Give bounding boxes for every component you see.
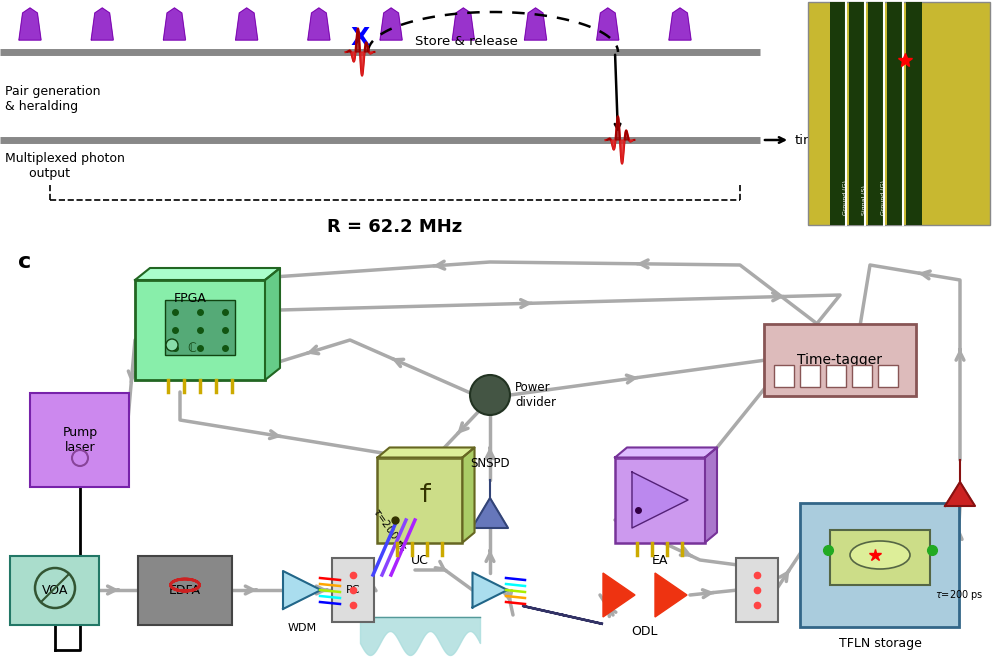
Text: FPGA: FPGA <box>174 292 207 305</box>
Bar <box>800 365 820 387</box>
Polygon shape <box>632 472 688 528</box>
FancyBboxPatch shape <box>332 558 374 622</box>
Text: c: c <box>18 252 31 272</box>
Text: $\mathtt{f}$: $\mathtt{f}$ <box>417 483 432 507</box>
Text: Ground (G): Ground (G) <box>881 180 886 215</box>
Bar <box>852 365 872 387</box>
Polygon shape <box>452 8 474 40</box>
Polygon shape <box>265 268 280 380</box>
Bar <box>868 2 884 225</box>
Polygon shape <box>380 8 402 40</box>
FancyBboxPatch shape <box>138 555 232 624</box>
Circle shape <box>470 375 510 415</box>
Polygon shape <box>164 8 186 40</box>
Bar <box>906 2 922 225</box>
Bar <box>878 365 898 387</box>
Polygon shape <box>525 8 547 40</box>
Bar <box>165 300 235 355</box>
Bar <box>377 458 462 543</box>
FancyBboxPatch shape <box>736 558 778 622</box>
FancyBboxPatch shape <box>800 503 959 627</box>
Text: ODL: ODL <box>632 625 659 638</box>
Text: $\tau$=200 ps: $\tau$=200 ps <box>935 588 984 602</box>
Polygon shape <box>135 268 280 280</box>
Text: EDFA: EDFA <box>169 583 201 597</box>
FancyBboxPatch shape <box>31 393 130 487</box>
Polygon shape <box>462 448 474 543</box>
Text: VOA: VOA <box>42 583 68 597</box>
Bar <box>826 365 846 387</box>
Polygon shape <box>377 448 474 458</box>
Text: UC: UC <box>411 555 429 567</box>
Polygon shape <box>308 8 330 40</box>
Bar <box>774 365 794 387</box>
Polygon shape <box>945 482 975 506</box>
FancyBboxPatch shape <box>11 555 100 624</box>
Text: Time-tagger: Time-tagger <box>797 353 882 367</box>
Text: EA: EA <box>652 555 669 567</box>
Polygon shape <box>603 573 635 617</box>
Text: ℂ: ℂ <box>188 342 197 354</box>
Text: X: X <box>350 26 369 50</box>
Text: Power
divider: Power divider <box>515 381 556 409</box>
Text: TFLN storage: TFLN storage <box>838 637 921 650</box>
Polygon shape <box>705 448 717 543</box>
Bar <box>830 2 846 225</box>
Polygon shape <box>655 573 687 617</box>
Bar <box>615 458 705 543</box>
FancyBboxPatch shape <box>764 324 916 396</box>
Polygon shape <box>597 8 619 40</box>
Text: Multiplexed photon
      output: Multiplexed photon output <box>5 152 125 180</box>
Ellipse shape <box>850 541 910 569</box>
Polygon shape <box>91 8 113 40</box>
Polygon shape <box>615 448 717 458</box>
Polygon shape <box>472 573 508 608</box>
Text: WDM: WDM <box>287 623 316 633</box>
Text: time: time <box>795 134 825 146</box>
Bar <box>849 2 865 225</box>
Text: $\tau$=200 ps: $\tau$=200 ps <box>369 505 410 555</box>
Text: R = 62.2 MHz: R = 62.2 MHz <box>327 218 463 236</box>
Polygon shape <box>472 498 508 528</box>
Text: Signal (S): Signal (S) <box>862 185 867 215</box>
Text: Store & release: Store & release <box>415 35 518 48</box>
Polygon shape <box>283 571 321 609</box>
Bar <box>830 530 930 585</box>
Text: SNSPD: SNSPD <box>470 457 510 470</box>
Bar <box>135 280 265 380</box>
Polygon shape <box>669 8 691 40</box>
Text: Pair generation
& heralding: Pair generation & heralding <box>5 85 101 113</box>
Polygon shape <box>19 8 41 40</box>
Polygon shape <box>236 8 257 40</box>
Text: Pump
laser: Pump laser <box>63 426 98 454</box>
Bar <box>887 2 903 225</box>
Text: Ground (G): Ground (G) <box>843 180 848 215</box>
Circle shape <box>166 339 178 351</box>
Bar <box>808 2 990 225</box>
Text: PC: PC <box>345 585 360 595</box>
